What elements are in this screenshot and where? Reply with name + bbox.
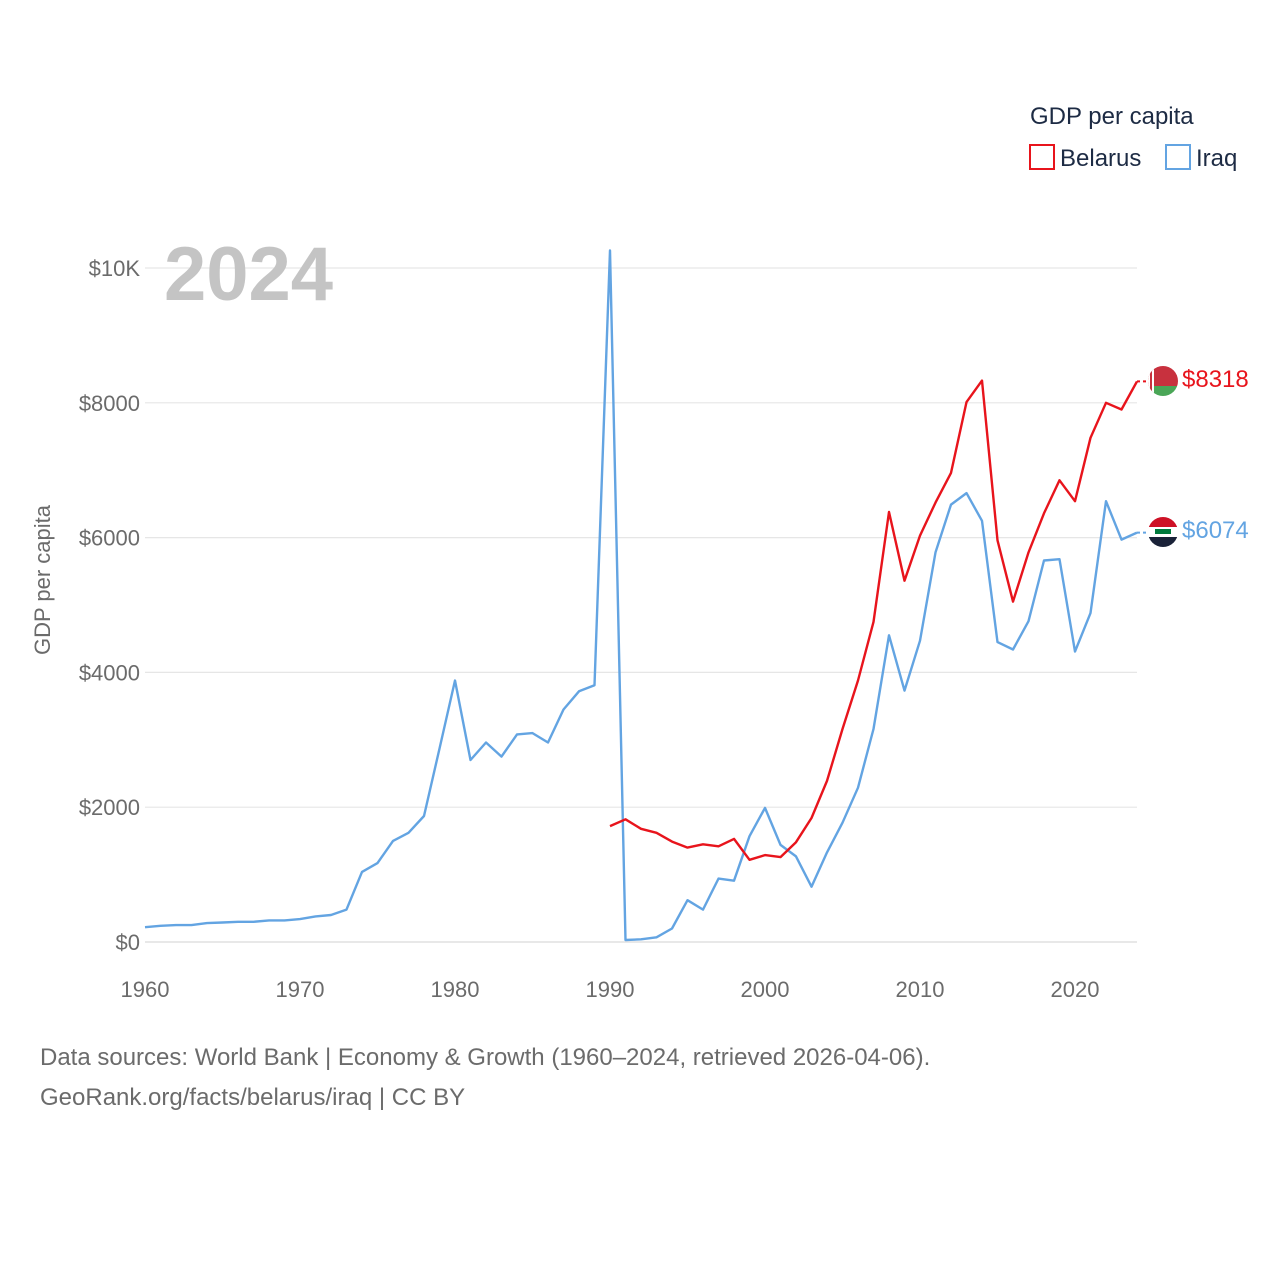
series-line-iraq: [144, 249, 1138, 942]
legend-title: GDP per capita: [1030, 103, 1194, 130]
x-tick-label: 1990: [586, 977, 635, 1002]
legend-swatch-belarus: [1029, 144, 1055, 170]
y-axis-ticks: $0 $2000 $4000 $6000 $8000 $10K: [79, 256, 141, 955]
footer-sources: Data sources: World Bank | Economy & Gro…: [40, 1044, 931, 1071]
x-tick-label: 1980: [431, 977, 480, 1002]
x-tick-label: 2000: [741, 977, 790, 1002]
y-tick-label: $2000: [79, 795, 140, 820]
y-tick-label: $0: [116, 930, 140, 955]
y-tick-label: $10K: [89, 256, 141, 281]
end-label-iraq: $6074: [1182, 517, 1249, 544]
y-axis-label: GDP per capita: [30, 504, 55, 655]
legend-item-belarus[interactable]: Belarus: [1029, 144, 1141, 172]
gridlines: [145, 267, 1137, 943]
x-tick-label: 1970: [276, 977, 325, 1002]
x-tick-label: 1960: [121, 977, 170, 1002]
legend-swatch-iraq: [1165, 144, 1191, 170]
belarus-flag-icon: [1148, 366, 1178, 396]
y-tick-label: $8000: [79, 391, 140, 416]
y-tick-label: $6000: [79, 526, 140, 551]
end-markers: [1137, 380, 1148, 534]
x-axis-ticks: 1960 1970 1980 1990 2000 2010 2020: [121, 977, 1100, 1002]
y-tick-label: $4000: [79, 660, 140, 685]
legend-label-iraq: Iraq: [1196, 145, 1237, 172]
footer-attribution[interactable]: GeoRank.org/facts/belarus/iraq | CC BY: [40, 1084, 466, 1111]
x-tick-label: 2020: [1051, 977, 1100, 1002]
end-label-belarus: $8318: [1182, 366, 1249, 393]
x-tick-label: 2010: [896, 977, 945, 1002]
legend-label-belarus: Belarus: [1060, 145, 1141, 172]
series-line-belarus: [609, 379, 1139, 861]
year-label: 2024: [164, 232, 333, 317]
iraq-flag-icon: [1148, 517, 1178, 547]
legend-item-iraq[interactable]: Iraq: [1165, 144, 1237, 172]
series-lines: [144, 249, 1139, 942]
